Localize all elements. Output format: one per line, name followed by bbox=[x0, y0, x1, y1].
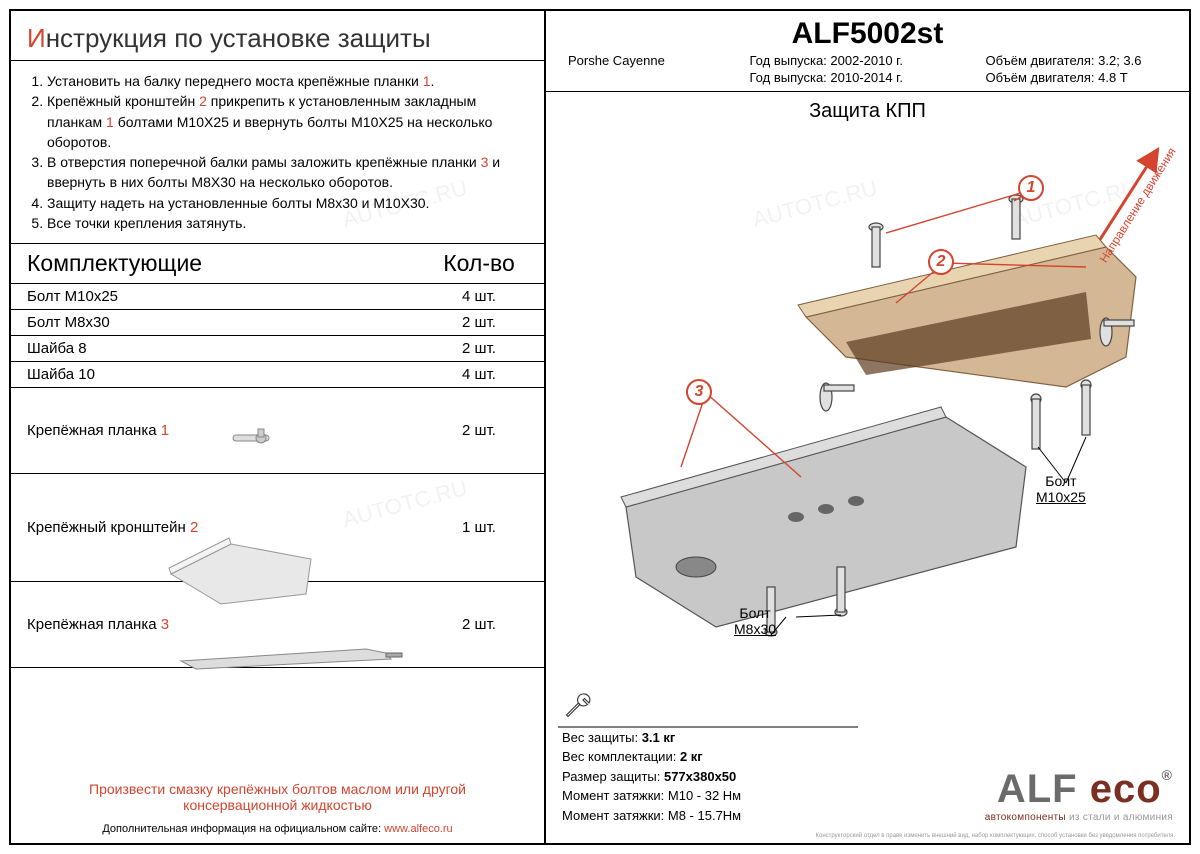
left-panel: Инструкция по установке защиты Установит… bbox=[11, 11, 546, 843]
diagram-area: Направление движения 123 БолтМ10х25БолтМ… bbox=[546, 127, 1189, 843]
spec-line: Размер защиты: 577х380х50 bbox=[562, 767, 741, 787]
parts-row: Крепёжный кронштейн 21 шт. bbox=[11, 474, 544, 582]
product-title: Защита КПП bbox=[546, 92, 1189, 127]
parts-row: Шайба 104 шт. bbox=[11, 362, 544, 388]
right-panel: ALF5002st Porshe CayenneГод выпуска: 200… bbox=[546, 11, 1189, 843]
product-meta: Porshe CayenneГод выпуска: 2002-2010 г.О… bbox=[558, 51, 1177, 85]
parts-row: Шайба 82 шт. bbox=[11, 336, 544, 362]
parts-row: Крепёжная планка 12 шт. bbox=[11, 388, 544, 474]
instruction-step: В отверстия поперечной балки рамы заложи… bbox=[47, 152, 528, 193]
instructions-title: Инструкция по установке защиты bbox=[11, 11, 544, 60]
spec-line: Вес комплектации: 2 кг bbox=[562, 747, 741, 767]
instructions-list: Установить на балку переднего моста креп… bbox=[11, 61, 544, 243]
lubrication-note: Произвести смазку крепёжных болтов масло… bbox=[11, 771, 544, 823]
callout-2: 2 bbox=[928, 249, 954, 275]
brand-logo: ALF eco® автокомпоненты из стали и алюми… bbox=[985, 767, 1173, 823]
instruction-step: Все точки крепления затянуть. bbox=[47, 213, 528, 233]
wrench-icon bbox=[562, 691, 592, 721]
website-link[interactable]: www.alfeco.ru bbox=[384, 823, 452, 835]
spec-line: Вес защиты: 3.1 кг bbox=[562, 728, 741, 748]
specifications: Вес защиты: 3.1 кгВес комплектации: 2 кг… bbox=[562, 728, 741, 826]
spec-line: Момент затяжки: М8 - 15.7Нм bbox=[562, 806, 741, 826]
bolt-label: БолтМ8х30 bbox=[734, 605, 776, 637]
assembly-diagram bbox=[546, 127, 1186, 687]
product-header: ALF5002st Porshe CayenneГод выпуска: 200… bbox=[546, 11, 1189, 92]
page-frame: AUTOTC.RU AUTOTC.RU AUTOTC.RU AUTOTC.RU … bbox=[9, 9, 1191, 845]
product-code: ALF5002st bbox=[558, 17, 1177, 51]
parts-table: Болт М10х254 шт.Болт М8х302 шт.Шайба 82 … bbox=[11, 284, 544, 668]
website-line: Дополнительная информация на официальном… bbox=[11, 823, 544, 843]
instruction-step: Крепёжный кронштейн 2 прикрепить к устан… bbox=[47, 91, 528, 152]
bolt-label: БолтМ10х25 bbox=[1036, 473, 1086, 505]
disclaimer: Конструкторский отдел в праве изменить в… bbox=[815, 833, 1175, 839]
parts-row: Болт М8х302 шт. bbox=[11, 310, 544, 336]
callout-3: 3 bbox=[686, 379, 712, 405]
instruction-step: Установить на балку переднего моста креп… bbox=[47, 71, 528, 91]
instruction-step: Защиту надеть на установленные болты М8х… bbox=[47, 193, 528, 213]
callout-1: 1 bbox=[1018, 175, 1044, 201]
parts-row: Болт М10х254 шт. bbox=[11, 284, 544, 310]
spec-line: Момент затяжки: М10 - 32 Нм bbox=[562, 786, 741, 806]
parts-header: Комплектующие Кол-во bbox=[11, 243, 544, 284]
